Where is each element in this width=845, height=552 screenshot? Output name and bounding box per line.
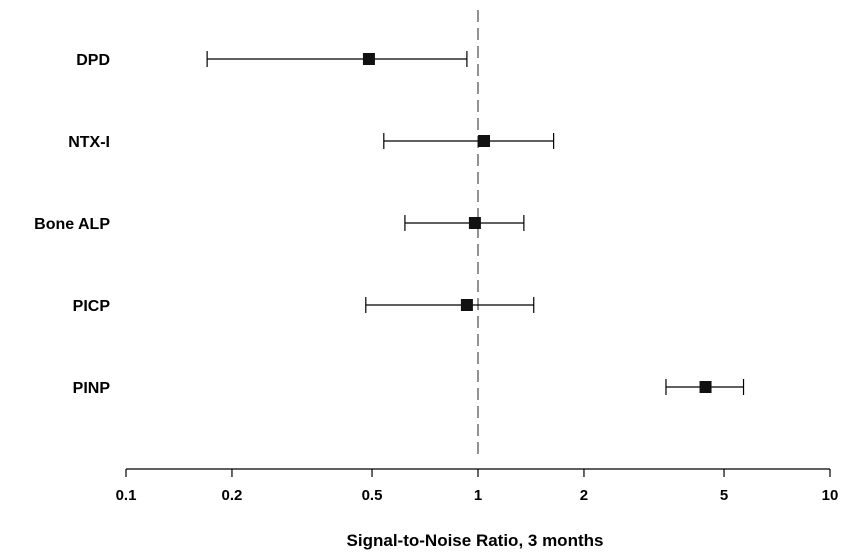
estimate-marker [362,53,375,65]
estimate-marker [477,135,490,147]
forest-row: DPD [76,51,468,69]
x-axis-title: Signal-to-Noise Ratio, 3 months [347,531,604,550]
row-label: PINP [73,380,111,397]
estimate-marker [468,217,481,229]
x-tick-label: 0.2 [222,487,243,504]
estimate-marker [699,381,712,393]
row-label: PICP [73,298,111,315]
estimate-marker [460,299,473,311]
forest-row: NTX-I [68,133,555,151]
x-tick-label: 0.1 [116,487,137,504]
forest-row: Bone ALP [34,215,525,233]
x-axis: 0.1 0.2 0.5 1 2 5 10 [116,468,839,504]
row-label: DPD [76,52,110,69]
row-label: Bone ALP [34,216,110,233]
row-label: NTX-I [68,134,110,151]
x-tick-label: 10 [822,487,839,504]
x-tick-label: 0.5 [362,487,383,504]
x-tick-label: 2 [580,487,588,504]
forest-row: PINP [73,379,745,397]
rows-layer: DPD NTX-I Bone ALP PICP PINP [34,51,745,397]
x-tick-label: 5 [720,487,728,504]
x-tick-label: 1 [474,487,482,504]
forest-row: PICP [73,297,535,315]
